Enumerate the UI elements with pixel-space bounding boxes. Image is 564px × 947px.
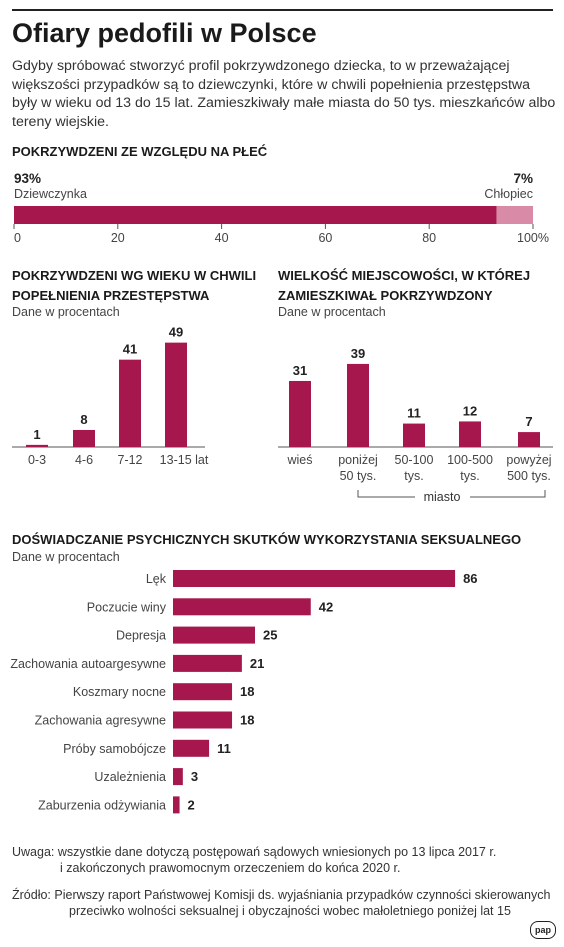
effect-label-6: Próby samobójcze [63,742,166,756]
boy-percent: 7% [513,171,533,186]
effect-bar-3 [173,654,242,672]
effect-label-8: Zaburzenia odżywiania [38,798,166,812]
top-rule [12,9,553,11]
effect-label-3: Zachowania autoargesywne [10,657,166,671]
town-category-2-0: 50-100 [395,453,434,467]
effect-value-5: 18 [240,713,254,728]
town-value-4: 7 [525,414,532,429]
effect-value-2: 25 [263,628,277,643]
effect-label-1: Poczucie winy [87,600,167,614]
source-line-1: Źródło: Pierwszy raport Państwowej Komis… [12,888,551,902]
effect-bar-7 [173,768,183,786]
age-value-3: 49 [169,325,183,340]
age-value-2: 41 [123,342,137,357]
city-group-bracket [357,490,546,498]
effect-bar-1 [173,598,311,616]
town-value-1: 39 [351,346,365,361]
effect-value-7: 3 [191,769,198,784]
effect-bar-2 [173,626,255,644]
town-category-4-0: powyżej [506,453,551,467]
town-category-4-1: 500 tys. [507,469,551,483]
town-bar-0 [289,380,311,447]
effect-bar-4 [173,683,233,701]
town-category-1-0: poniżej [338,453,378,467]
girl-percent: 93% [14,171,41,186]
effect-bar-8 [173,796,180,814]
effect-label-0: Lęk [146,572,167,586]
effect-label-7: Uzależnienia [94,770,166,784]
town-value-0: 31 [293,363,307,378]
note-line-1: Uwaga: wszystkie dane dotyczą postępowań… [12,845,497,859]
effect-label-2: Depresja [116,629,166,643]
age-bar-2 [119,359,141,447]
age-category-3: 13-15 lat [160,453,209,467]
effect-value-8: 2 [188,797,195,812]
town-bar-1 [347,363,369,447]
effects-subtitle: Dane w procentach [12,550,120,564]
pap-logo: pap [530,921,556,939]
boy-label: Chłopiec [484,187,533,201]
town-category-1-1: 50 tys. [340,469,377,483]
town-category-3-0: 100-500 [447,453,493,467]
effect-value-6: 11 [217,741,231,756]
girl-label: Dziewczynka [14,187,87,201]
age-value-1: 8 [80,412,87,427]
gender-bar-0 [14,206,497,224]
notes: Uwaga: wszystkie dane dotyczą postępowań… [12,844,557,919]
effect-label-5: Zachowania agresywne [35,714,166,728]
town-subtitle: Dane w procentach [278,305,386,319]
effects-section-title: DOŚWIADCZANIE PSYCHICZNYCH SKUTKÓW WYKOR… [12,532,522,547]
age-section-title: POKRZYWDZENI WG WIEKU W CHWILI POPEŁNIEN… [12,268,257,303]
town-category-0-0: wieś [286,453,312,467]
effect-value-4: 18 [240,684,254,699]
gender-tick-label-1: 20 [111,231,125,245]
gender-bar-1 [496,206,533,224]
age-category-1: 4-6 [75,453,93,467]
effect-value-3: 21 [250,656,264,671]
note-line-2: i zakończonych prawomocnym orzeczeniem d… [60,861,401,875]
gender-tick-label-0: 0 [14,231,21,245]
town-category-2-1: tys. [404,469,423,483]
town-bar-4 [518,432,540,447]
town-value-2: 11 [407,406,421,421]
source-line-2: przeciwko wolności seksualnej i obyczajn… [69,904,511,918]
effect-value-0: 86 [463,571,477,586]
effect-label-4: Koszmary nocne [73,685,166,699]
gender-tick-label-4: 80 [422,231,436,245]
effect-value-1: 42 [319,599,333,614]
age-bar-3 [165,342,187,447]
intro-text: Gdyby spróbować stworzyć profil pokrzywd… [12,58,556,130]
page-title: Ofiary pedofili w Polsce [12,18,317,48]
effect-bar-0 [173,570,456,587]
age-category-2: 7-12 [117,453,142,467]
gender-tick-label-5: 100% [517,231,549,245]
age-category-0: 0-3 [28,453,46,467]
town-category-3-1: tys. [460,469,479,483]
town-bar-3 [459,421,481,447]
city-group-label: miasto [424,490,461,504]
gender-tick-label-3: 60 [318,231,332,245]
town-section-title: WIELKOŚĆ MIEJSCOWOŚCI, W KTÓREJ ZAMIESZK… [278,268,531,303]
age-subtitle: Dane w procentach [12,305,120,319]
effect-bar-5 [173,711,233,729]
town-bar-2 [403,423,425,447]
town-value-3: 12 [463,403,477,418]
gender-section-title: POKRZYWDZENI ZE WZGLĘDU NA PŁEĆ [12,144,268,159]
age-bar-1 [73,429,95,447]
age-value-0: 1 [33,427,40,442]
age-bar-0 [26,444,48,447]
effect-bar-6 [173,739,210,757]
gender-tick-label-2: 40 [215,231,229,245]
